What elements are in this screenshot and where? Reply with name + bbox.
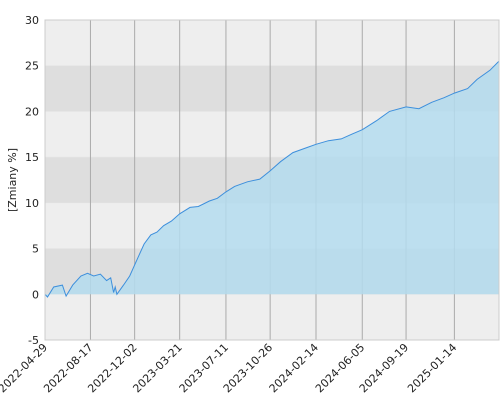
y-axis-label: [Zmiany %] <box>6 148 19 212</box>
plot-border <box>44 19 500 341</box>
y-tick-label: -5 <box>28 334 39 347</box>
y-tick-label: 15 <box>25 151 39 164</box>
grid-band <box>45 65 499 112</box>
line <box>44 60 500 298</box>
y-tick-label: 10 <box>25 197 39 210</box>
y-tick-label: 0 <box>32 288 39 301</box>
area <box>45 61 499 297</box>
x-tick-label: 2025-01-14 <box>405 341 459 395</box>
y-tick-label: 30 <box>25 14 39 27</box>
y-tick-label: 20 <box>25 105 39 118</box>
y-tick-label: 5 <box>32 243 39 256</box>
y-tick-label: 25 <box>25 60 39 73</box>
